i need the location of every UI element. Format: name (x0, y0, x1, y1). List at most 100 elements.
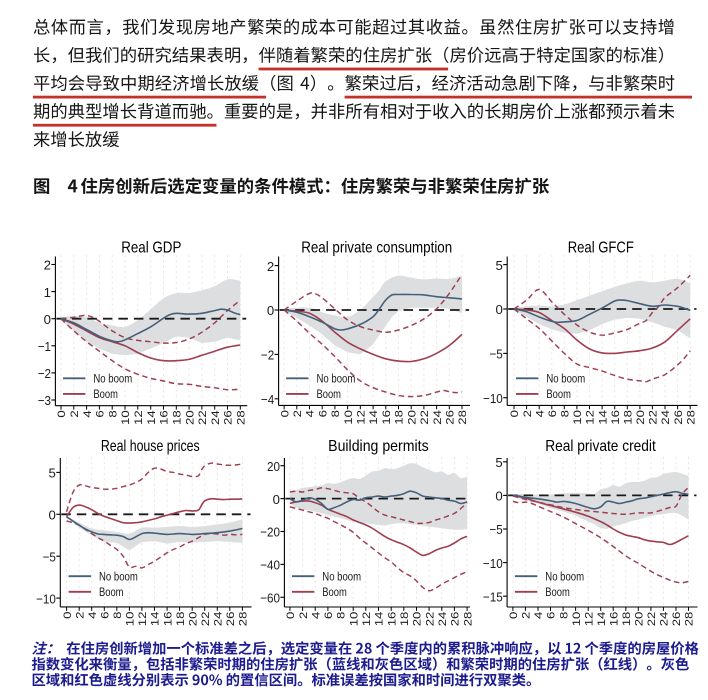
svg-text:10: 10 (119, 410, 132, 425)
svg-text:16: 16 (380, 410, 393, 425)
svg-text:12: 12 (360, 611, 373, 626)
svg-text:−3: −3 (38, 393, 51, 408)
svg-text:18: 18 (393, 410, 406, 425)
svg-text:26: 26 (672, 410, 685, 425)
svg-text:12: 12 (132, 410, 145, 425)
svg-text:28: 28 (684, 410, 697, 425)
svg-text:No boom: No boom (322, 572, 361, 584)
svg-text:2: 2 (520, 611, 533, 619)
svg-text:26: 26 (443, 410, 456, 425)
svg-text:−10: −10 (483, 556, 503, 571)
svg-text:5: 5 (495, 258, 502, 273)
svg-text:0: 0 (284, 611, 297, 619)
svg-text:24: 24 (658, 611, 671, 626)
svg-text:24: 24 (659, 410, 672, 425)
svg-text:2: 2 (297, 611, 310, 619)
svg-text:14: 14 (367, 410, 380, 425)
svg-text:Real GDP: Real GDP (121, 240, 181, 257)
svg-text:18: 18 (174, 611, 187, 626)
svg-text:Real GFCF: Real GFCF (568, 240, 634, 257)
svg-text:8: 8 (106, 410, 119, 418)
svg-text:16: 16 (158, 410, 171, 425)
svg-text:Boom: Boom (545, 587, 570, 599)
svg-text:22: 22 (645, 611, 658, 626)
svg-text:6: 6 (316, 410, 329, 418)
svg-text:12: 12 (354, 410, 367, 425)
svg-text:20: 20 (183, 410, 196, 425)
svg-text:0: 0 (495, 489, 502, 504)
svg-text:28: 28 (456, 410, 469, 425)
svg-text:22: 22 (423, 611, 436, 626)
svg-text:No boom: No boom (93, 374, 132, 386)
svg-text:12: 12 (582, 611, 595, 626)
svg-text:28: 28 (237, 611, 250, 626)
svg-text:−20: −20 (260, 525, 280, 540)
svg-text:12: 12 (136, 611, 149, 626)
svg-text:24: 24 (431, 410, 444, 425)
svg-text:14: 14 (596, 410, 609, 425)
svg-text:10: 10 (124, 611, 137, 626)
svg-text:1: 1 (44, 285, 51, 300)
svg-text:0: 0 (507, 611, 520, 619)
svg-text:No boom: No boom (546, 374, 585, 386)
svg-text:14: 14 (145, 410, 158, 425)
svg-text:6: 6 (322, 611, 335, 619)
svg-text:−40: −40 (260, 558, 280, 573)
svg-text:14: 14 (595, 611, 608, 626)
svg-text:18: 18 (620, 611, 633, 626)
svg-text:No boom: No boom (545, 572, 584, 584)
svg-text:4: 4 (86, 611, 99, 619)
svg-text:Real private consumption: Real private consumption (301, 240, 452, 257)
svg-text:2: 2 (291, 410, 304, 418)
svg-text:20: 20 (267, 459, 280, 474)
svg-text:26: 26 (224, 611, 237, 626)
svg-text:6: 6 (546, 410, 559, 418)
svg-text:−2: −2 (38, 366, 51, 381)
svg-text:0: 0 (495, 302, 502, 317)
svg-text:22: 22 (418, 410, 431, 425)
svg-text:4: 4 (532, 611, 545, 619)
svg-text:Boom: Boom (322, 587, 347, 599)
svg-text:−5: −5 (490, 347, 503, 362)
svg-text:18: 18 (398, 611, 411, 626)
svg-text:28: 28 (234, 410, 247, 425)
svg-text:4: 4 (309, 611, 322, 619)
svg-text:Building permits: Building permits (328, 438, 429, 455)
svg-text:22: 22 (196, 410, 209, 425)
svg-text:24: 24 (436, 611, 449, 626)
svg-text:24: 24 (211, 611, 224, 626)
svg-text:0: 0 (273, 492, 280, 507)
svg-text:−4: −4 (261, 392, 274, 407)
svg-text:26: 26 (449, 611, 462, 626)
svg-text:5: 5 (495, 455, 502, 470)
svg-text:6: 6 (545, 611, 558, 619)
svg-text:Boom: Boom (546, 389, 571, 401)
svg-text:24: 24 (209, 410, 222, 425)
svg-text:20: 20 (186, 611, 199, 626)
svg-text:2: 2 (68, 410, 81, 418)
svg-text:−10: −10 (36, 591, 56, 606)
svg-text:12: 12 (584, 410, 597, 425)
svg-text:No boom: No boom (99, 572, 138, 584)
svg-text:28: 28 (683, 611, 696, 626)
svg-text:10: 10 (347, 611, 360, 626)
svg-text:16: 16 (161, 611, 174, 626)
svg-text:26: 26 (670, 611, 683, 626)
svg-text:2: 2 (73, 611, 86, 619)
svg-text:14: 14 (149, 611, 162, 626)
svg-text:8: 8 (329, 410, 342, 418)
svg-text:22: 22 (647, 410, 660, 425)
svg-text:26: 26 (222, 410, 235, 425)
svg-text:0: 0 (61, 611, 74, 619)
svg-text:20: 20 (634, 410, 647, 425)
svg-text:18: 18 (621, 410, 634, 425)
svg-text:−15: −15 (483, 589, 503, 604)
svg-text:28: 28 (461, 611, 474, 626)
svg-text:0: 0 (55, 410, 68, 418)
svg-text:Boom: Boom (93, 389, 118, 401)
svg-text:14: 14 (373, 611, 386, 626)
svg-text:20: 20 (405, 410, 418, 425)
svg-text:16: 16 (385, 611, 398, 626)
svg-text:16: 16 (609, 410, 622, 425)
svg-text:10: 10 (342, 410, 355, 425)
